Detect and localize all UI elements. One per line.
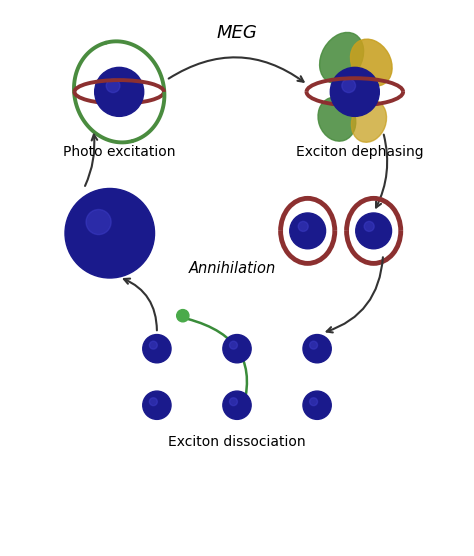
Circle shape	[177, 310, 189, 322]
Circle shape	[149, 341, 157, 349]
Circle shape	[149, 398, 157, 406]
Circle shape	[310, 341, 318, 349]
Ellipse shape	[351, 100, 386, 142]
Text: Exciton dephasing: Exciton dephasing	[296, 145, 423, 159]
Circle shape	[342, 79, 356, 93]
Circle shape	[310, 398, 318, 406]
Text: Photo excitation: Photo excitation	[63, 145, 175, 159]
Circle shape	[143, 391, 171, 419]
Circle shape	[229, 398, 237, 406]
Circle shape	[356, 213, 392, 249]
Circle shape	[298, 221, 308, 231]
Ellipse shape	[318, 97, 356, 141]
Circle shape	[65, 188, 155, 278]
Circle shape	[364, 221, 374, 231]
Circle shape	[330, 67, 379, 116]
Text: MEG: MEG	[217, 24, 257, 42]
Ellipse shape	[350, 39, 392, 86]
Circle shape	[223, 335, 251, 363]
Circle shape	[143, 335, 171, 363]
Ellipse shape	[319, 32, 364, 83]
Circle shape	[223, 391, 251, 419]
Circle shape	[290, 213, 326, 249]
Text: Annihilation: Annihilation	[189, 261, 276, 276]
Circle shape	[303, 391, 331, 419]
Text: Exciton dissociation: Exciton dissociation	[168, 435, 306, 449]
Circle shape	[95, 67, 144, 116]
Circle shape	[229, 341, 237, 349]
Circle shape	[303, 335, 331, 363]
Circle shape	[86, 210, 111, 235]
Circle shape	[106, 79, 120, 93]
